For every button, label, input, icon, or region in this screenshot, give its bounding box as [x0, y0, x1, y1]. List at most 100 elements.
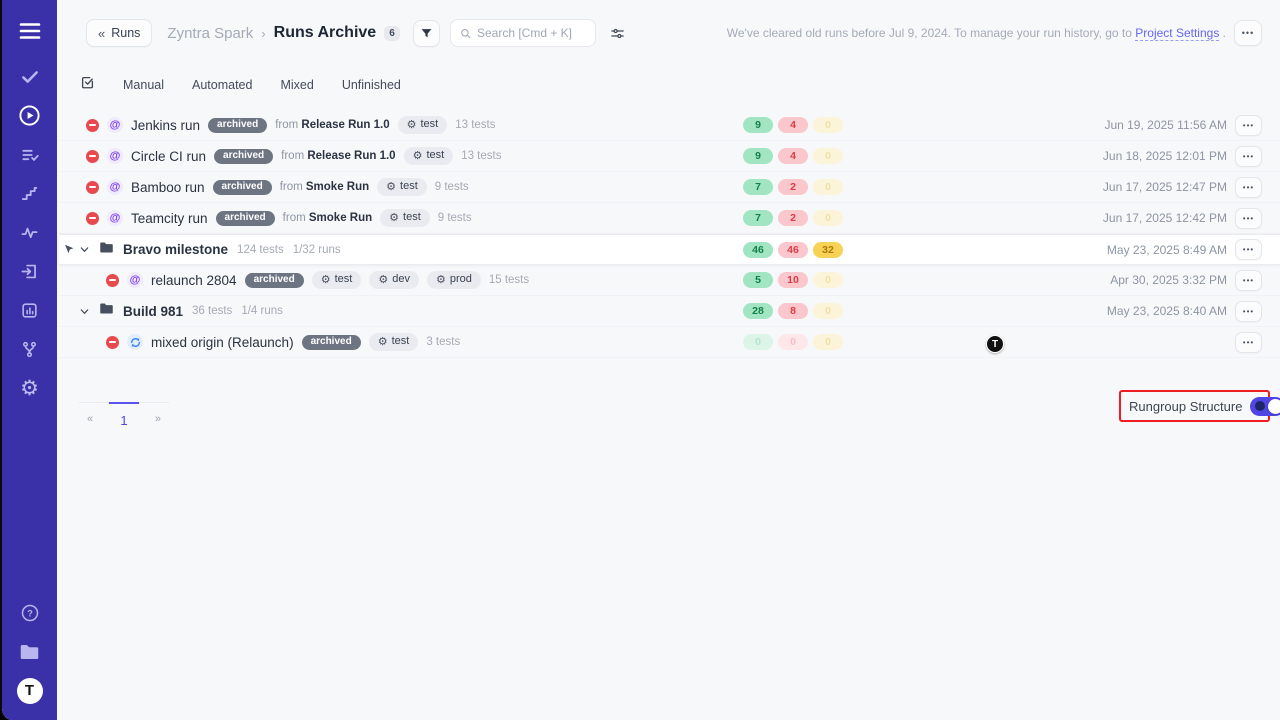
row-more-button[interactable]: ••• — [1235, 331, 1262, 353]
run-origin: from Smoke Run — [282, 212, 373, 224]
filter-funnel-icon — [421, 28, 432, 37]
tab-mixed[interactable]: Mixed — [280, 78, 314, 92]
rungroup-structure-annotation: Rungroup Structure — [1119, 390, 1280, 422]
project-settings-link[interactable]: Project Settings — [1135, 26, 1220, 41]
run-title: mixed origin (Relaunch) — [151, 334, 294, 350]
group-title: Bravo milestone — [123, 242, 229, 257]
runs-count-badge: 6 — [384, 25, 400, 41]
passed-pill: 28 — [743, 303, 773, 319]
pagination: « 1 » — [79, 402, 169, 428]
tests-count: 13 tests — [455, 119, 496, 131]
breadcrumb-project[interactable]: Zyntra Spark — [167, 24, 254, 42]
tag-pill[interactable]: ⚙ test — [403, 146, 454, 166]
rungroup-structure-toggle[interactable] — [1250, 396, 1280, 416]
result-pills: 28 8 0 — [743, 303, 843, 319]
tests-count: 9 tests — [437, 212, 472, 224]
row-more-button[interactable]: ••• — [1235, 114, 1262, 136]
archived-badge: archived — [214, 148, 274, 164]
gear-icon: ⚙ — [377, 335, 388, 348]
minus-status-icon — [106, 335, 119, 349]
gear-icon: ⚙ — [389, 211, 400, 224]
row-more-button[interactable]: ••• — [1235, 207, 1262, 229]
search-icon — [460, 28, 471, 38]
tag-pill[interactable]: ⚙ prod — [426, 270, 481, 290]
row-more-button[interactable]: ••• — [1235, 300, 1262, 322]
search-input[interactable] — [476, 26, 586, 40]
table-row-relaunch-2804[interactable]: @ relaunch 2804 archived ⚙ test ⚙ dev ⚙ pro… — [59, 265, 1280, 296]
runs-cleared-notice: We've cleared old runs before Jul 9, 202… — [726, 26, 1226, 41]
minus-status-icon — [86, 118, 99, 132]
table-row-mixed-origin[interactable]: mixed origin (Relaunch) archived ⚙ test 3… — [59, 327, 1280, 358]
folder-icon — [99, 302, 114, 320]
tag-pill[interactable]: ⚙ test — [377, 177, 427, 197]
failed-pill: 4 — [778, 117, 808, 133]
row-more-button[interactable]: ••• — [1235, 239, 1262, 260]
tag-pill[interactable]: ⚙ test — [397, 115, 448, 135]
minus-status-icon — [86, 180, 99, 194]
tag-pill[interactable]: ⚙ test — [380, 208, 430, 228]
row-more-button[interactable]: ••• — [1235, 269, 1262, 291]
table-row-circle-ci-run[interactable]: @ Circle CI run archived from Release Ru… — [59, 141, 1280, 172]
run-title: Jenkins run — [131, 117, 201, 133]
sidebar-item-analytics bar-chart-icon[interactable] — [2, 291, 57, 330]
pagination-next[interactable]: » — [154, 413, 161, 425]
row-more-button[interactable]: ••• — [1235, 145, 1262, 167]
tab-automated[interactable]: Automated — [192, 78, 253, 92]
skipped-pill: 0 — [813, 210, 843, 226]
sidebar-item-milestones stairs-icon[interactable] — [2, 174, 57, 213]
table-row-build-981[interactable]: Build 981 36 tests 1/4 runs 28 8 0 May 2… — [59, 296, 1280, 327]
pagination-prev[interactable]: « — [87, 413, 94, 425]
back-button-label: Runs — [111, 26, 141, 40]
archived-badge: archived — [212, 179, 272, 195]
sidebar-item-import sign-in-icon[interactable] — [2, 252, 57, 291]
table-row-teamcity-run[interactable]: @ Teamcity run archived from Smoke Run ⚙… — [59, 203, 1280, 234]
projects-folder-icon[interactable] — [2, 632, 57, 671]
passed-pill: 0 — [743, 334, 773, 350]
sidebar-item-settings gear-icon[interactable]: ⚙ — [20, 377, 39, 400]
pagination-page-1[interactable]: 1 — [120, 413, 128, 428]
filter-tabs: Manual Automated Mixed Unfinished — [59, 72, 1280, 98]
tab-unfinished[interactable]: Unfinished — [341, 78, 401, 92]
passed-pill: 7 — [743, 179, 773, 195]
sidebar-item-plans list-check-icon[interactable] — [2, 135, 57, 174]
sliders-settings-icon[interactable] — [610, 26, 625, 41]
select-all-icon[interactable] — [80, 75, 95, 95]
sidebar-item-versions branch-icon[interactable] — [2, 330, 57, 369]
search-box[interactable] — [449, 19, 596, 47]
gear-icon: ⚙ — [386, 180, 397, 193]
skipped-pill: 32 — [813, 241, 843, 258]
help-icon[interactable]: ? — [2, 593, 57, 632]
sidebar: ⚙ ? T — [2, 0, 57, 720]
tab-manual[interactable]: Manual — [123, 78, 164, 92]
row-more-button[interactable]: ••• — [1235, 176, 1262, 198]
tag-pill[interactable]: ⚙ dev — [369, 270, 419, 290]
tag-pill[interactable]: ⚙ test — [311, 270, 362, 290]
failed-pill: 4 — [778, 148, 808, 164]
hamburger-menu-icon[interactable] — [2, 12, 57, 50]
page-title: Runs Archive — [273, 24, 377, 41]
archived-badge: archived — [215, 210, 275, 226]
table-row-jenkins-run[interactable]: @ Jenkins run archived from Release Run … — [59, 110, 1280, 141]
rungroup-structure-label: Rungroup Structure — [1129, 398, 1243, 414]
passed-pill: 7 — [743, 210, 773, 226]
workspace-logo-avatar[interactable]: T — [2, 671, 57, 710]
runs-list: @ Jenkins run archived from Release Run … — [59, 110, 1280, 358]
run-date: May 23, 2025 8:49 AM — [1106, 242, 1227, 257]
group-tests-meta: 124 tests — [237, 243, 284, 256]
sidebar-item-activity pulse-icon[interactable] — [2, 213, 57, 252]
tests-count: 9 tests — [434, 181, 469, 193]
filter-button[interactable] — [412, 19, 440, 47]
minus-status-icon — [86, 149, 99, 163]
sidebar-item-runs play-circle-icon[interactable] — [2, 96, 57, 135]
sidebar-item-tests check-icon[interactable] — [2, 57, 57, 96]
back-to-runs-button[interactable]: « Runs — [86, 19, 153, 47]
chevron-down-icon[interactable] — [79, 244, 90, 255]
table-row-bravo-milestone[interactable]: Bravo milestone 124 tests 1/32 runs 46 4… — [59, 234, 1280, 265]
group-tests-meta: 36 tests — [192, 305, 233, 317]
tag-pill[interactable]: ⚙ test — [368, 332, 419, 352]
run-origin: from Release Run 1.0 — [281, 150, 396, 162]
run-origin: from Release Run 1.0 — [275, 119, 390, 131]
table-row-bamboo-run[interactable]: @ Bamboo run archived from Smoke Run ⚙ te… — [59, 172, 1280, 203]
header-more-button[interactable]: ••• — [1234, 20, 1262, 46]
chevron-down-icon[interactable] — [79, 306, 90, 317]
